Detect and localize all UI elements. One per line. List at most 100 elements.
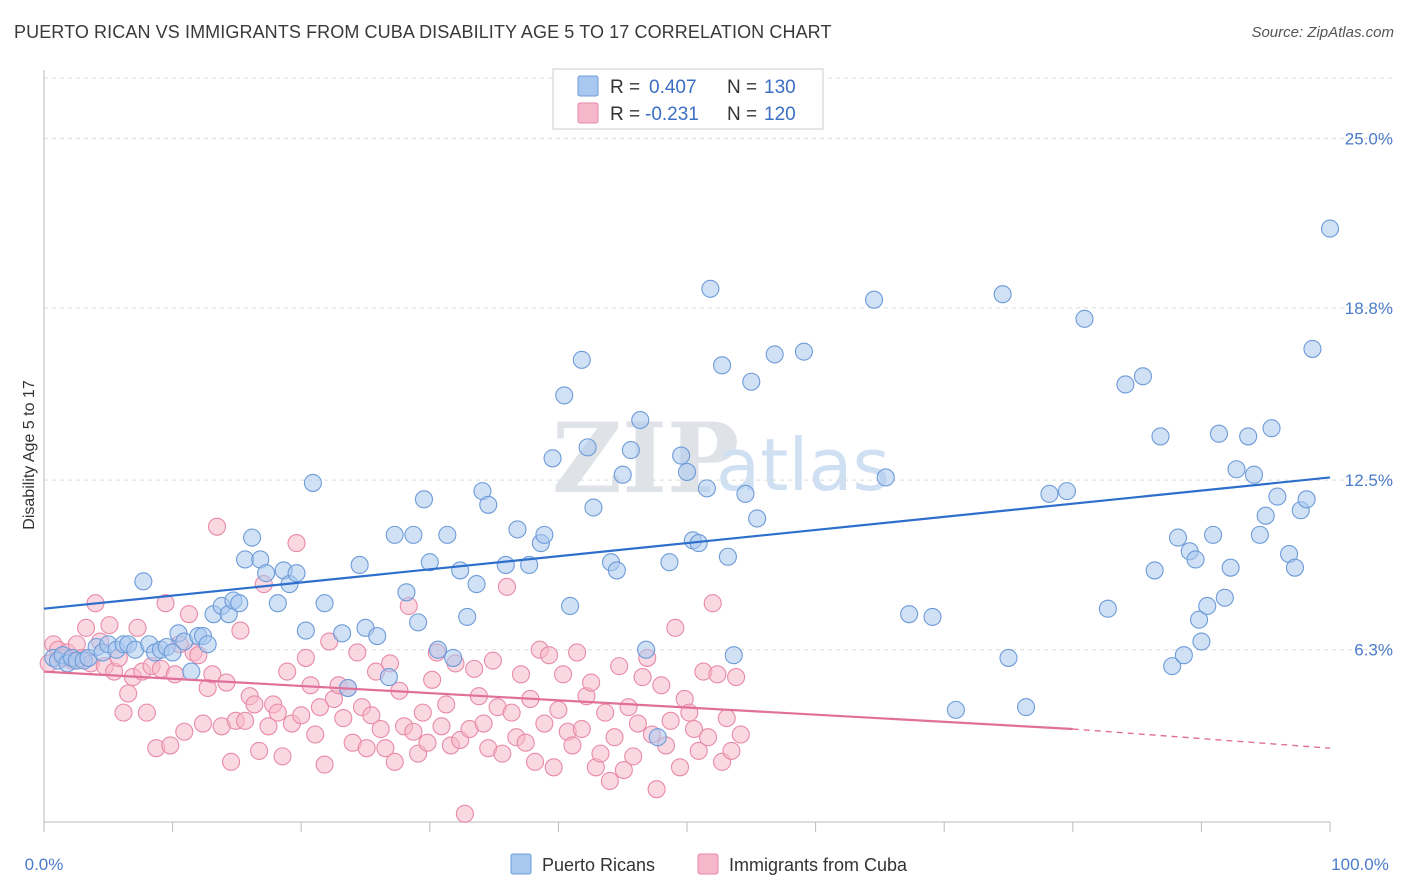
- cuba-immigrant-point-110: [554, 665, 573, 684]
- puerto-rican-point-83: [677, 462, 697, 482]
- cuba-immigrant-point-39: [222, 752, 241, 771]
- cuba-immigrant-point-16: [114, 703, 133, 722]
- legend-label-immigrants-from-cuba: Immigrants from Cuba: [729, 855, 908, 875]
- puerto-rican-point-99: [923, 607, 942, 626]
- puerto-rican-point-89: [718, 547, 737, 566]
- puerto-rican-point-32: [236, 550, 255, 569]
- stats-n-value-pink: 120: [764, 104, 796, 125]
- cuba-immigrant-point-91: [465, 659, 484, 678]
- cuba-immigrant-point-127: [633, 668, 652, 687]
- legend-swatch-puerto-ricans: [510, 853, 532, 875]
- cuba-immigrant-point-126: [628, 714, 647, 733]
- puerto-rican-point-97: [876, 468, 895, 487]
- puerto-rican-point-105: [1057, 482, 1077, 501]
- puerto-rican-point-57: [444, 648, 463, 667]
- cuba-immigrant-point-80: [413, 703, 432, 722]
- cuba-immigrant-point-98: [497, 577, 517, 596]
- puerto-rican-point-134: [1297, 490, 1316, 509]
- y-tick-label-2: 18.8%: [1345, 299, 1393, 318]
- stats-n-label-blue: N =: [727, 77, 757, 98]
- cuba-immigrant-point-50: [273, 747, 292, 766]
- cuba-immigrant-point-71: [371, 719, 390, 739]
- puerto-rican-point-40: [296, 621, 315, 640]
- puerto-rican-point-54: [420, 553, 439, 572]
- stats-n-value-blue: 130: [764, 77, 796, 98]
- x-tick-label-0: 0.0%: [25, 855, 64, 874]
- cuba-immigrant-point-107: [539, 646, 559, 665]
- cuba-immigrant-point-112: [563, 736, 582, 755]
- cuba-immigrant-point-66: [348, 643, 367, 662]
- y-axis-label: Disability Age 5 to 17: [21, 380, 38, 530]
- cuba-immigrant-point-138: [684, 719, 704, 739]
- puerto-rican-point-106: [1075, 309, 1094, 328]
- puerto-rican-point-52: [409, 613, 428, 632]
- x-ticks: [43, 822, 1331, 832]
- puerto-rican-point-62: [479, 495, 498, 514]
- cuba-immigrant-point-54: [292, 706, 311, 725]
- puerto-rican-point-49: [385, 525, 404, 544]
- puerto-rican-point-126: [1244, 465, 1264, 484]
- source-label: Source: ZipAtlas.com: [1251, 24, 1394, 41]
- puerto-rican-point-124: [1227, 460, 1246, 479]
- cuba-immigrant-point-25: [156, 594, 175, 613]
- trend-lines: [43, 476, 1331, 749]
- y-tick-label-0: 6.3%: [1354, 641, 1393, 660]
- puerto-rican-point-77: [621, 441, 640, 460]
- puerto-rican-point-96: [865, 290, 884, 309]
- puerto-rican-point-33: [243, 528, 262, 547]
- puerto-rican-point-48: [379, 668, 398, 687]
- cuba-immigrant-point-125: [624, 747, 643, 766]
- cuba-immigrant-point-59: [315, 755, 334, 774]
- legend-label-puerto-ricans: Puerto Ricans: [542, 855, 655, 875]
- puerto-rican-point-94: [765, 345, 784, 364]
- puerto-rican-point-135: [1303, 339, 1322, 358]
- cuba-immigrant-point-33: [193, 714, 213, 733]
- puerto-rican-point-101: [993, 285, 1012, 304]
- stats-r-label-pink: R =: [610, 104, 640, 125]
- cuba-immigrant-point-93: [474, 714, 493, 733]
- puerto-rican-point-118: [1192, 632, 1211, 651]
- cuba-immigrant-point-26: [161, 736, 180, 755]
- puerto-rican-point-78: [631, 410, 650, 430]
- puerto-rican-point-113: [1168, 528, 1188, 547]
- puerto-rican-point-104: [1040, 484, 1059, 503]
- puerto-rican-point-76: [613, 465, 632, 484]
- puerto-rican-point-20: [163, 643, 182, 662]
- puerto-rican-point-116: [1186, 550, 1205, 569]
- puerto-rican-point-111: [1151, 427, 1170, 446]
- cuba-immigrant-point-35: [203, 665, 222, 684]
- cuba-immigrant-point-84: [432, 717, 451, 736]
- y-tick-label-3: 25.0%: [1345, 129, 1393, 148]
- puerto-rican-point-107: [1098, 599, 1117, 618]
- cuba-immigrant-point-51: [278, 662, 297, 681]
- cuba-immigrant-point-143: [708, 665, 727, 684]
- puerto-rican-point-31: [230, 594, 249, 613]
- cuba-immigrant-point-55: [296, 648, 315, 667]
- puerto-rican-point-130: [1268, 487, 1287, 506]
- cuba-immigrant-point-99: [502, 703, 521, 722]
- puerto-rican-point-122: [1215, 588, 1234, 607]
- puerto-rican-point-64: [508, 520, 527, 539]
- cuba-immigrant-point-106: [535, 714, 554, 733]
- puerto-rican-point-128: [1256, 506, 1275, 525]
- puerto-rican-point-67: [535, 525, 554, 544]
- puerto-rican-point-109: [1133, 367, 1152, 386]
- puerto-rican-point-127: [1250, 525, 1269, 544]
- puerto-rican-point-117: [1190, 610, 1209, 629]
- cuba-immigrant-point-121: [605, 728, 624, 747]
- cuba-immigrant-point-142: [703, 594, 722, 613]
- cuba-immigrant-point-119: [596, 703, 615, 722]
- puerto-rican-point-132: [1285, 558, 1304, 577]
- puerto-rican-point-35: [257, 564, 276, 583]
- puerto-rican-point-136: [1320, 219, 1340, 238]
- cuba-immigrant-point-63: [334, 709, 353, 728]
- puerto-rican-point-43: [333, 624, 352, 643]
- cuba-immigrant-point-122: [610, 657, 629, 676]
- cuba-immigrant-point-49: [268, 703, 287, 722]
- puerto-rican-point-103: [1016, 698, 1036, 717]
- cuba-immigrant-point-74: [385, 752, 404, 771]
- cuba-immigrant-point-58: [310, 698, 329, 717]
- cuba-immigrant-point-78: [404, 722, 423, 741]
- y-tick-labels: 6.3% 12.5% 18.8% 25.0%: [1345, 129, 1393, 659]
- puerto-rican-point-81: [660, 553, 679, 572]
